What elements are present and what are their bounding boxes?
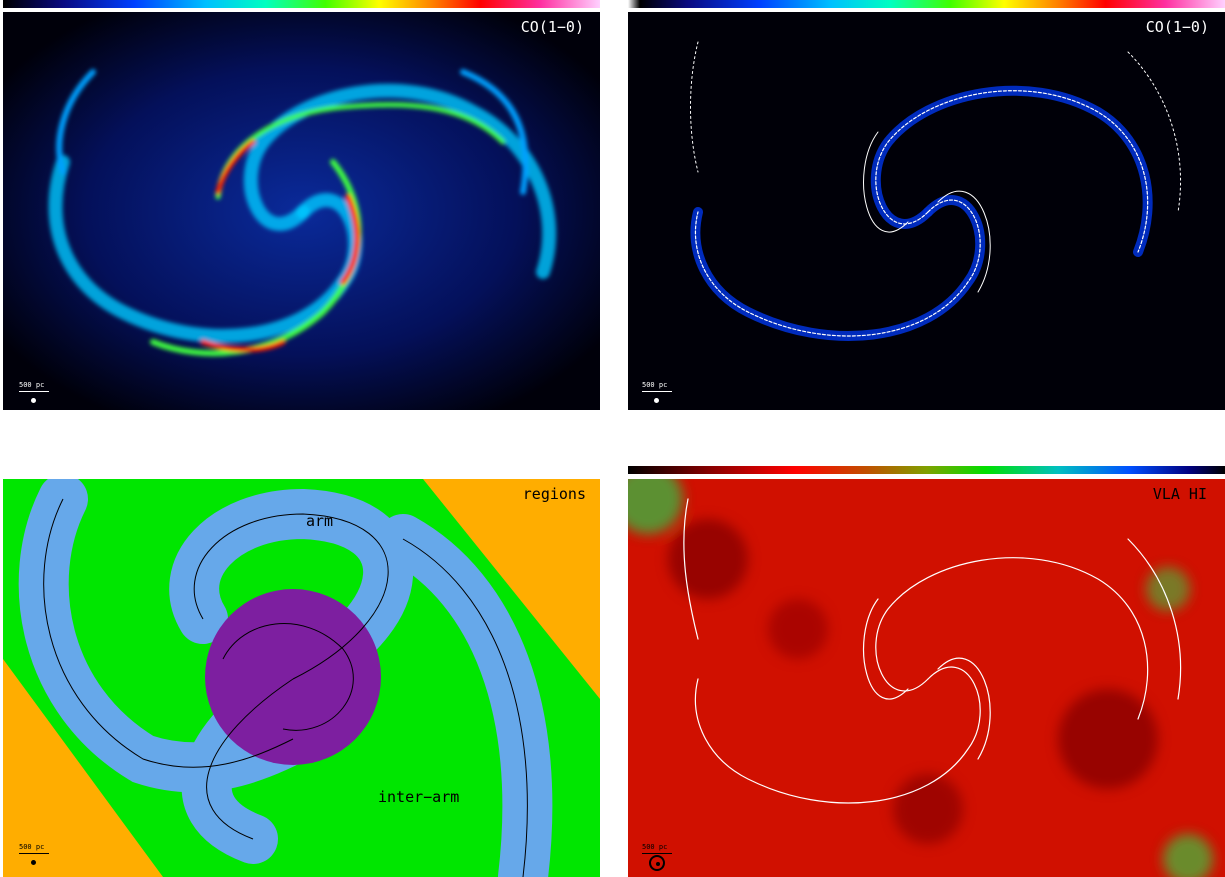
scale-bar-label: 500 pc bbox=[19, 381, 45, 389]
co-contour-image bbox=[690, 41, 1181, 341]
panel-label: CO(1−0) bbox=[1145, 18, 1209, 36]
co-map-image bbox=[3, 12, 600, 410]
scale-bar bbox=[642, 391, 672, 392]
beam-marker bbox=[31, 860, 36, 865]
beam-marker bbox=[649, 855, 665, 871]
colorbar-bottom-right bbox=[628, 466, 1225, 474]
panel-label: CO(1−0) bbox=[520, 18, 584, 36]
regions-panel: regions arm inter−arm 500 pc bbox=[3, 479, 600, 877]
panel-label: VLA HI bbox=[1152, 485, 1207, 503]
colorbar-top-left bbox=[3, 0, 600, 8]
scale-bar bbox=[19, 391, 49, 392]
scale-bar-label: 500 pc bbox=[19, 843, 45, 851]
panel-label: regions bbox=[522, 485, 586, 503]
colorbar-top-right bbox=[628, 0, 1225, 8]
beam-marker bbox=[31, 398, 36, 403]
scale-bar-label: 500 pc bbox=[642, 843, 668, 851]
beam-marker bbox=[654, 398, 659, 403]
vla-hi-image bbox=[628, 479, 1213, 877]
beam-core bbox=[656, 862, 660, 866]
co-map-panel: CO(1−0) 500 pc bbox=[3, 12, 600, 410]
scale-bar bbox=[642, 853, 672, 854]
co-contour-panel: CO(1−0) 500 pc bbox=[628, 12, 1225, 410]
inter-arm-label: inter−arm bbox=[378, 788, 460, 806]
scale-bar bbox=[19, 853, 49, 854]
regions-map bbox=[3, 479, 600, 877]
scale-bar-label: 500 pc bbox=[642, 381, 668, 389]
arm-label: arm bbox=[306, 512, 334, 530]
vla-hi-panel: VLA HI 500 pc bbox=[628, 479, 1225, 877]
